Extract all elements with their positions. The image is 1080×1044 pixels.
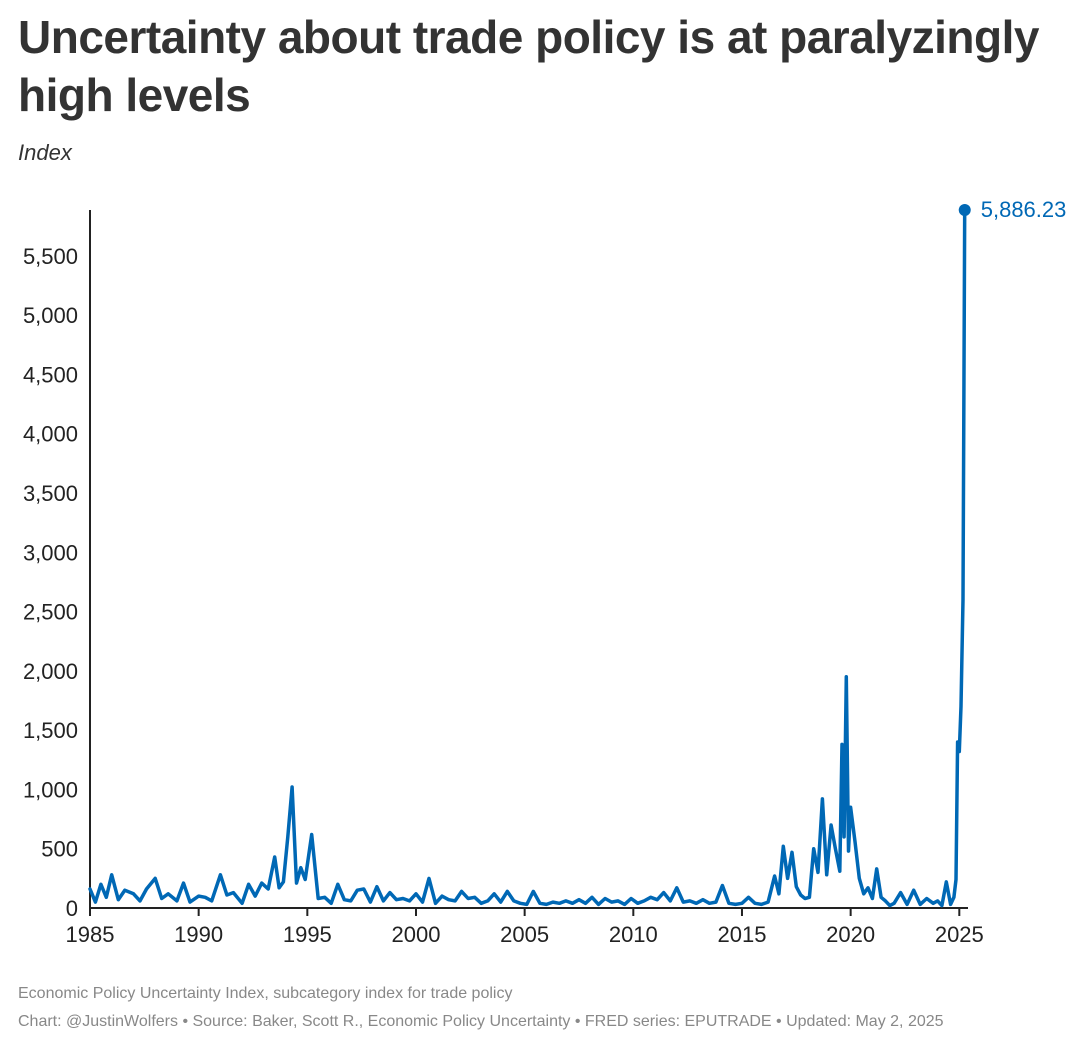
y-tick-label: 2,500 [23,600,78,625]
x-tick-label: 2015 [718,922,767,947]
y-tick-label: 5,000 [23,303,78,328]
y-tick-label: 3,000 [23,540,78,565]
x-axis-ticks: 1985 1990 1995 2000 2005 2010 2015 2020 2025 [66,908,984,947]
x-tick-label: 1985 [66,922,115,947]
chart-footnote: Economic Policy Uncertainty Index, subca… [18,985,513,1002]
chart-credit: Chart: @JustinWolfers • Source: Baker, S… [18,1013,944,1030]
y-tick-label: 1,000 [23,777,78,802]
x-tick-label: 1995 [283,922,332,947]
x-tick-label: 2010 [609,922,658,947]
last-value-label: 5,886.23 [981,197,1067,222]
y-tick-label: 0 [66,896,78,921]
last-value-marker [958,204,971,216]
x-tick-label: 2000 [392,922,441,947]
y-axis-ticks: 0 500 1,000 1,500 2,000 2,500 3,000 3,500 4,000 4… [23,244,78,921]
y-tick-label: 3,500 [23,481,78,506]
y-tick-label: 5,500 [23,244,78,269]
y-tick-label: 500 [41,837,78,862]
y-tick-label: 4,500 [23,362,78,387]
y-tick-label: 2,000 [23,659,78,684]
y-tick-label: 4,000 [23,422,78,447]
line-chart: 0 500 1,000 1,500 2,000 2,500 3,000 3,500 4,000 4… [23,197,1067,947]
chart-subtitle: Index [18,140,72,165]
series-line-eputrade [88,208,967,908]
x-tick-label: 2025 [935,922,984,947]
y-tick-label: 1,500 [23,718,78,743]
x-tick-label: 2005 [500,922,549,947]
x-tick-label: 1990 [174,922,223,947]
x-tick-label: 2020 [826,922,875,947]
chart-title: Uncertainty about trade policy is at par… [18,11,1040,121]
